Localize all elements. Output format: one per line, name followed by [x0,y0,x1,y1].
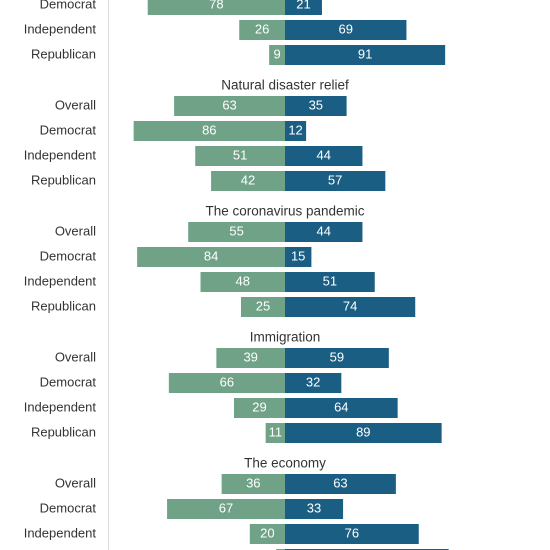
row-label: Independent [24,147,97,162]
value-label: 86 [202,122,216,137]
bar-right [285,20,407,40]
row-label: Overall [55,349,96,364]
value-label: 20 [260,525,274,540]
value-label: 63 [222,97,236,112]
value-label: 64 [334,399,348,414]
value-label: 29 [252,399,266,414]
bar-right [285,373,342,393]
bar-right [285,121,307,141]
bar-left [147,0,285,15]
bar-left [168,373,285,393]
value-label: 36 [246,475,260,490]
row-label: Overall [55,475,96,490]
value-label: 76 [345,525,359,540]
value-label: 32 [306,374,320,389]
bar-left [211,171,285,191]
bar-left [137,247,285,267]
bar-left [249,524,285,544]
value-label: 74 [343,298,357,313]
bar-right [285,247,312,267]
group-title: The economy [244,456,326,471]
bar-left [200,272,285,292]
bar-right [285,146,363,166]
row-label: Republican [31,298,96,313]
value-label: 39 [243,349,257,364]
value-label: 84 [204,248,218,263]
value-label: 66 [220,374,234,389]
bar-left [133,121,285,141]
bar-right [285,524,419,544]
value-label: 67 [219,500,233,515]
bar-right [285,348,389,368]
bar-left [188,222,285,242]
value-label: 55 [229,223,243,238]
value-label: 12 [288,122,302,137]
row-label: Independent [24,399,97,414]
value-label: 21 [296,0,310,11]
value-label: 25 [256,298,270,313]
bar-right [285,297,416,317]
value-label: 44 [316,147,330,162]
bar-right [285,499,344,519]
value-label: 78 [209,0,223,11]
row-label: Overall [55,223,96,238]
value-label: 48 [236,273,250,288]
row-label: Republican [31,172,96,187]
value-label: 26 [255,21,269,36]
row-label: Democrat [40,122,97,137]
value-label: 91 [358,46,372,61]
bar-left [233,398,285,418]
value-label: 42 [241,172,255,187]
bar-right [285,171,386,191]
row-label: Democrat [40,374,97,389]
value-label: 11 [269,424,283,439]
value-label: 69 [338,21,352,36]
bar-left [239,20,285,40]
row-label: Republican [31,424,96,439]
bar-right [285,474,396,494]
bar-left [216,348,285,368]
bar-right [285,272,375,292]
bar-left [265,423,285,443]
row-label: Independent [24,21,97,36]
row-label: Democrat [40,500,97,515]
value-label: 59 [330,349,344,364]
bar-right [285,222,363,242]
bar-right [285,398,398,418]
row-label: Independent [24,525,97,540]
value-label: 44 [316,223,330,238]
value-label: 89 [356,424,370,439]
row-label: Democrat [40,248,97,263]
bar-left [174,96,285,116]
value-label: 33 [307,500,321,515]
value-label: 51 [323,273,337,288]
value-label: 9 [273,46,280,61]
row-label: Democrat [40,0,97,11]
value-label: 57 [328,172,342,187]
bar-right [285,0,322,15]
row-label: Independent [24,273,97,288]
value-label: 51 [233,147,247,162]
bar-left [195,146,285,166]
bar-right [285,45,446,65]
bar-left [221,474,285,494]
row-label: Republican [31,46,96,61]
row-label: Overall [55,97,96,112]
bar-left [241,297,285,317]
bar-left [269,45,285,65]
group-title: Immigration [250,330,321,345]
bar-right [285,96,347,116]
bar-left [167,499,285,519]
value-label: 15 [291,248,305,263]
bar-right [285,423,442,443]
group-title: Natural disaster relief [221,78,349,93]
group-title: The coronavirus pandemic [205,204,364,219]
value-label: 35 [309,97,323,112]
value-label: 63 [333,475,347,490]
